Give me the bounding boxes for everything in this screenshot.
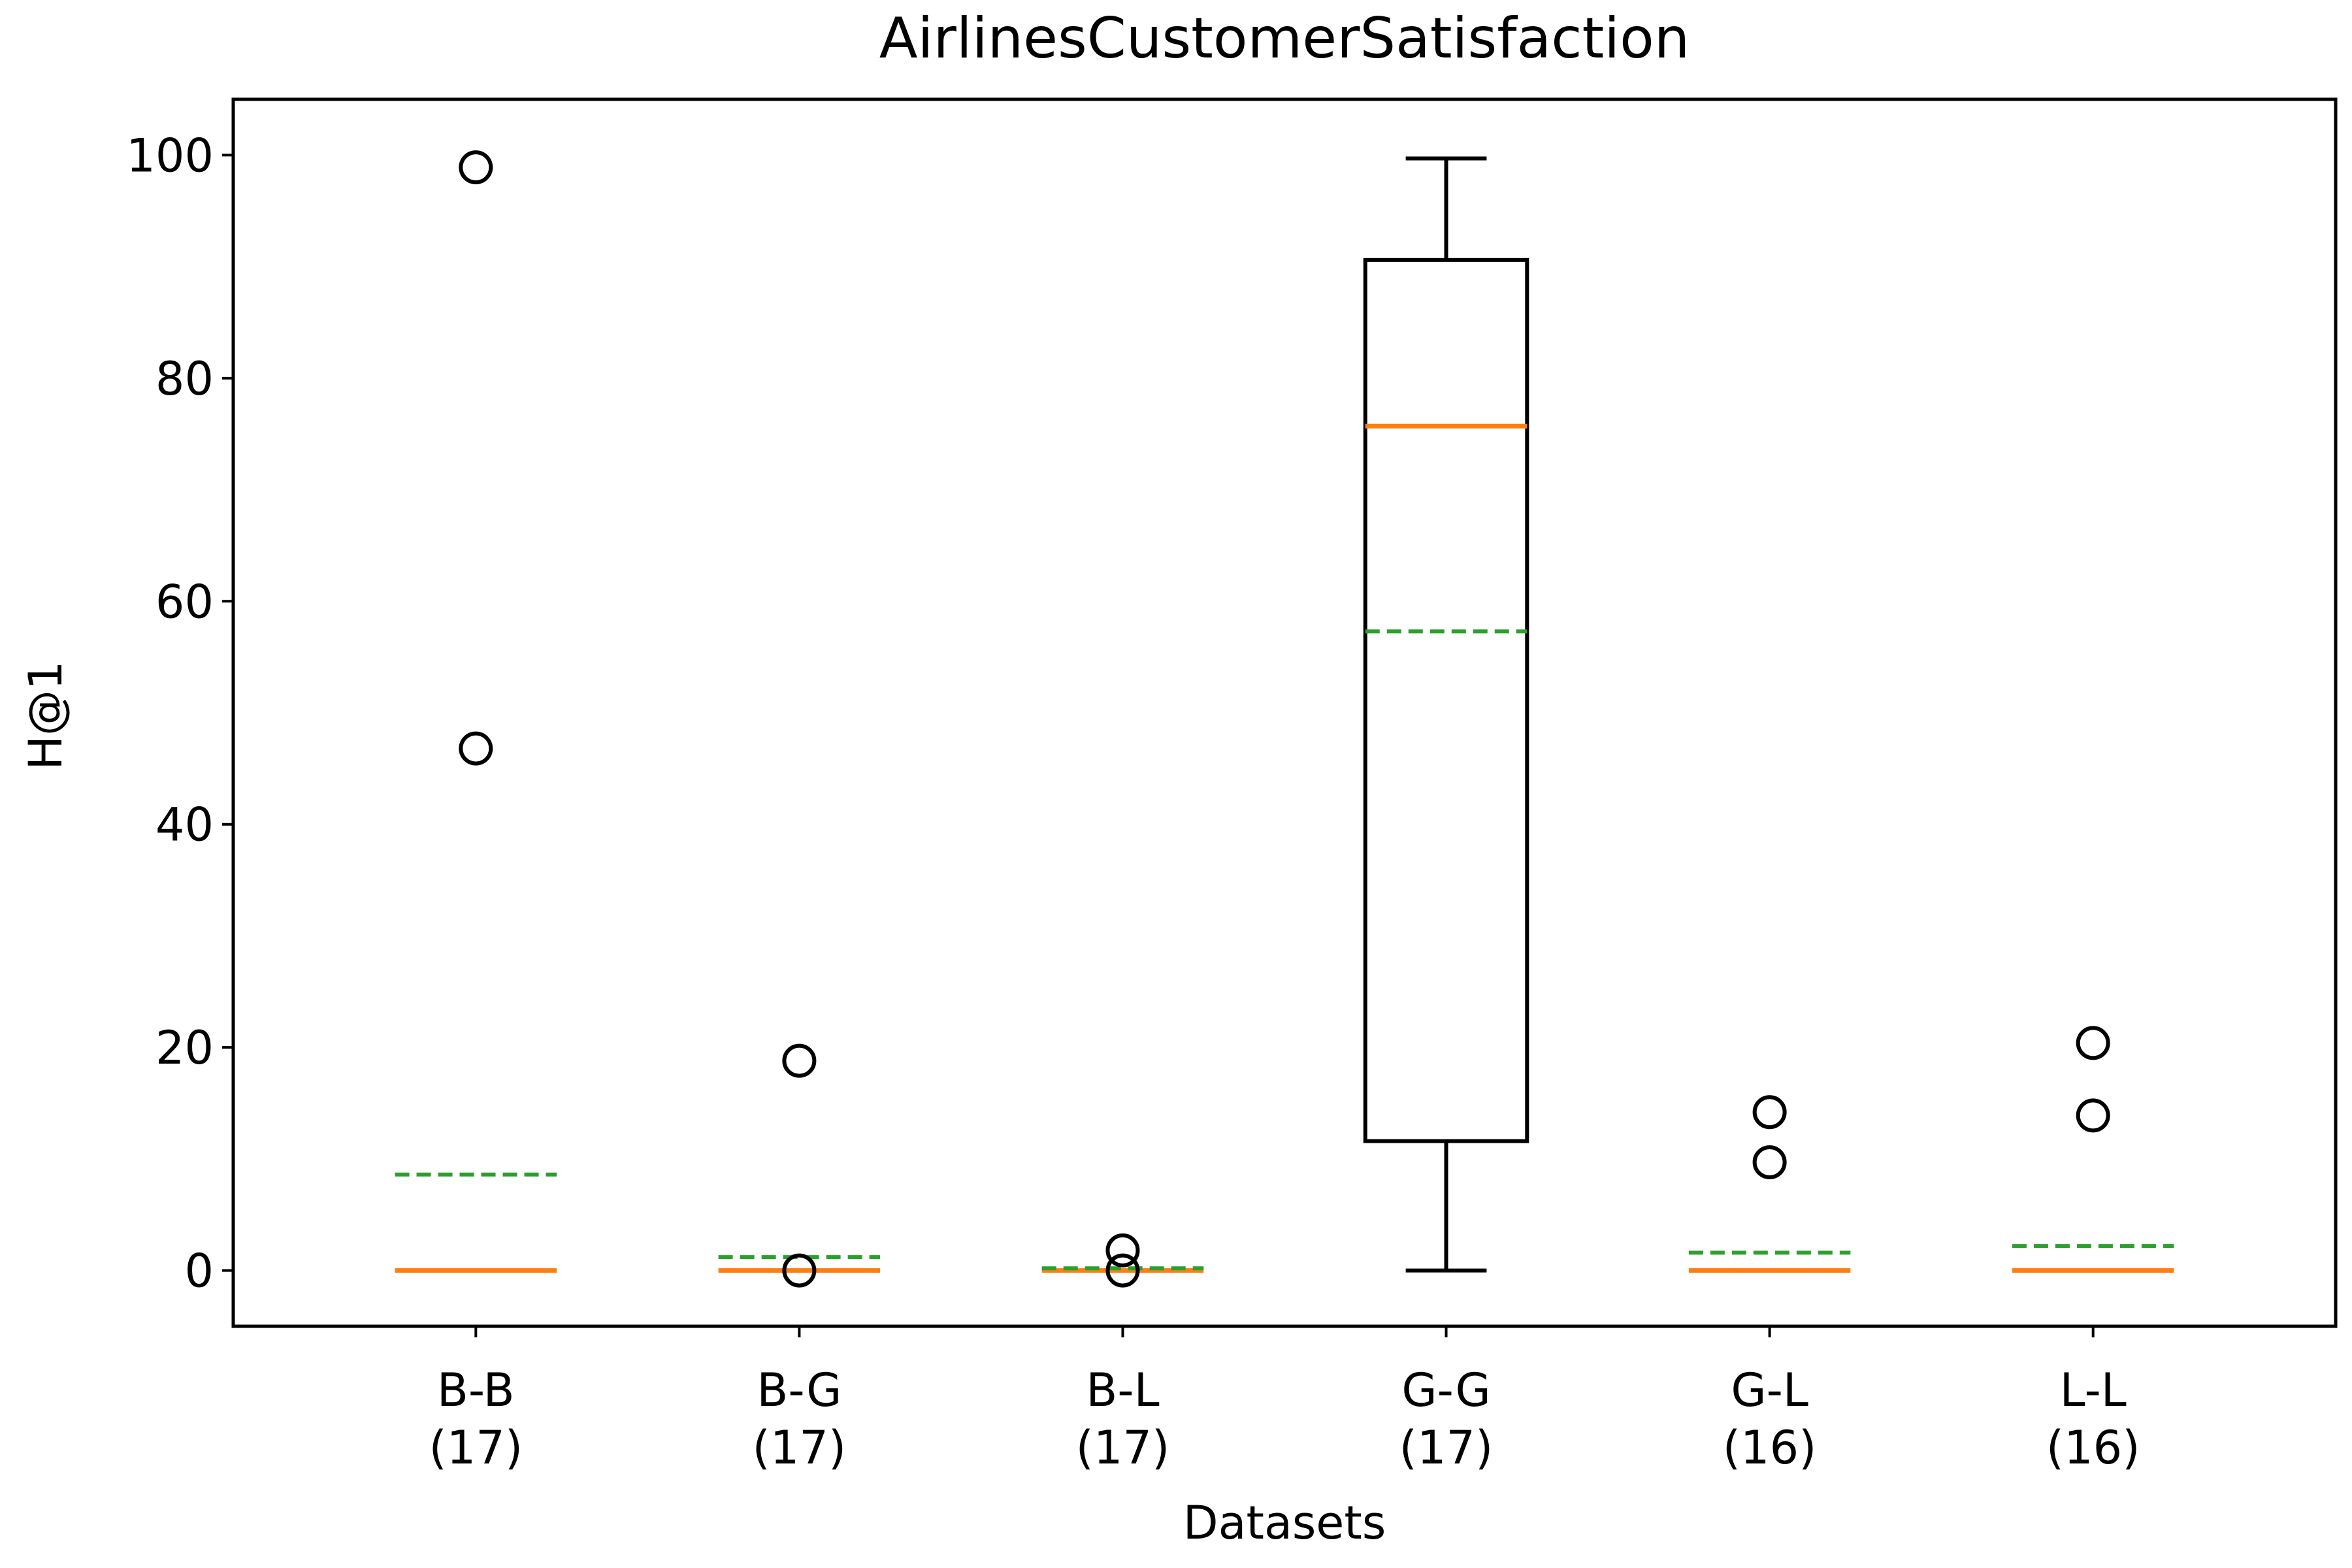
y-tick-label: 40 <box>155 798 214 852</box>
plot-area: 020406080100B-B(17)B-G(17)B-L(17)G-G(17)… <box>126 129 2174 1475</box>
x-tick-label: B-L <box>1086 1364 1159 1417</box>
y-axis-label: H@1 <box>19 661 73 770</box>
outlier-point <box>1105 1233 1140 1267</box>
x-tick-label: B-B <box>437 1364 515 1417</box>
x-tick-count-label: (17) <box>429 1421 523 1475</box>
x-tick-count-label: (16) <box>2046 1421 2140 1475</box>
x-tick-label: G-L <box>1731 1364 1808 1417</box>
outlier-point <box>2076 1098 2110 1133</box>
x-tick-count-label: (17) <box>1399 1421 1494 1475</box>
outlier-point <box>1752 1095 1787 1130</box>
y-tick-label: 60 <box>155 575 214 629</box>
outlier-point <box>459 150 493 185</box>
x-tick-label: G-G <box>1401 1364 1490 1417</box>
x-tick-label: L-L <box>2060 1364 2127 1417</box>
outlier-point <box>782 1253 817 1288</box>
plot-frame <box>231 97 2338 1328</box>
y-tick-label: 0 <box>184 1245 214 1298</box>
outlier-point <box>1105 1253 1140 1288</box>
x-tick-count-label: (17) <box>1076 1421 1170 1475</box>
chart-title: AirlinesCustomerSatisfaction <box>879 6 1690 71</box>
x-axis-label: Datasets <box>1183 1496 1386 1550</box>
y-tick-label: 100 <box>126 129 214 182</box>
box-iqr <box>1363 257 1529 1143</box>
outlier-point <box>459 731 493 766</box>
x-tick-label: B-G <box>757 1364 841 1417</box>
outlier-point <box>782 1043 817 1078</box>
y-tick-label: 20 <box>155 1021 214 1075</box>
outlier-point <box>2076 1026 2110 1060</box>
x-tick-count-label: (17) <box>753 1421 847 1475</box>
outlier-point <box>1752 1145 1787 1180</box>
y-tick-label: 80 <box>155 352 214 406</box>
x-tick-count-label: (16) <box>1723 1421 1817 1475</box>
